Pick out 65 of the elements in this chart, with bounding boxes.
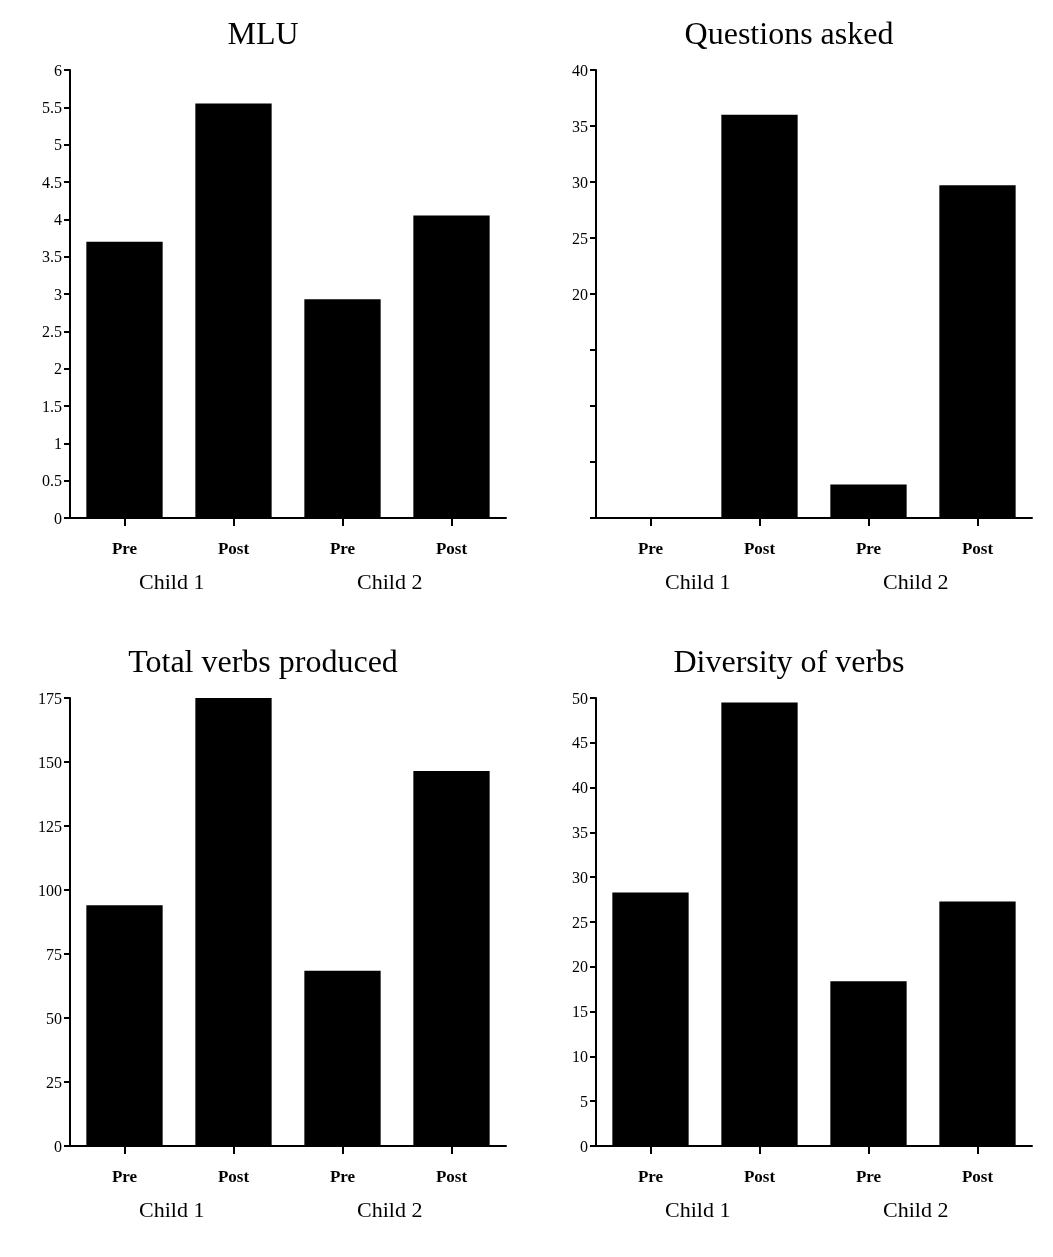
x-tick-label: Pre: [855, 1167, 882, 1186]
text: Child 2: [883, 1196, 949, 1222]
y-tick-label: 35: [572, 117, 588, 135]
y-tick-label: 50: [572, 689, 588, 707]
text: Child 1: [139, 568, 205, 594]
y-tick-label: 4.5: [42, 173, 62, 191]
y-tick-label: 30: [572, 868, 588, 886]
y-tick-label: 3.5: [42, 248, 62, 266]
y-tick-label: 5: [54, 136, 62, 154]
x-tick-label: Pre: [329, 539, 356, 558]
y-tick-label: 30: [572, 173, 588, 191]
y-tick-label: 4: [54, 210, 62, 228]
y-tick-label: 75: [46, 945, 62, 963]
x-tick-label: Pre: [855, 539, 882, 558]
y-tick-label: 5: [580, 1092, 588, 1110]
y-tick-label: 125: [38, 817, 62, 835]
y-tick-label: 1.5: [42, 397, 62, 415]
y-tick-label: 100: [38, 881, 62, 899]
y-tick-label: 5.5: [42, 98, 62, 116]
y-tick-label: 25: [46, 1073, 62, 1091]
chart-title: MLU: [227, 15, 299, 51]
y-tick-label: 15: [572, 1003, 588, 1021]
y-tick-label: 20: [572, 958, 588, 976]
y-tick-label: 50: [46, 1009, 62, 1027]
x-tick-label: Post: [435, 539, 468, 558]
y-tick-label: 1: [54, 434, 62, 452]
x-tick-label: Pre: [637, 539, 664, 558]
text: Child 1: [139, 1196, 205, 1222]
text: Child 1: [665, 1196, 731, 1222]
y-tick-label: 0.5: [42, 472, 62, 490]
y-tick-label: 175: [38, 689, 62, 707]
y-tick-label: 35: [572, 823, 588, 841]
y-tick-label: 25: [572, 913, 588, 931]
x-tick-label: Post: [217, 1167, 250, 1186]
y-tick-label: 10: [572, 1047, 588, 1065]
text: Child 1: [665, 568, 731, 594]
chart-title: Diversity of verbs: [673, 643, 905, 679]
y-tick-label: 40: [572, 779, 588, 797]
y-tick-label: 0: [54, 509, 62, 527]
y-tick-label: 3: [54, 285, 62, 303]
text: Child 2: [883, 568, 949, 594]
y-tick-label: 2: [54, 360, 62, 378]
x-tick-label: Post: [217, 539, 250, 558]
y-tick-label: 45: [572, 734, 588, 752]
x-tick-label: Post: [435, 1167, 468, 1186]
text: Child 2: [357, 568, 423, 594]
chart-title: Total verbs produced: [128, 643, 398, 679]
y-tick-label: 150: [38, 753, 62, 771]
y-tick-label: 6: [54, 61, 62, 79]
y-tick-label: 0: [54, 1137, 62, 1155]
x-tick-label: Post: [961, 539, 994, 558]
chart-title: Questions asked: [684, 15, 894, 51]
x-tick-label: Post: [743, 539, 776, 558]
y-tick-label: 40: [572, 61, 588, 79]
y-tick-label: 0: [580, 1137, 588, 1155]
x-tick-label: Post: [961, 1167, 994, 1186]
y-tick-label: 20: [572, 285, 588, 303]
x-tick-label: Pre: [329, 1167, 356, 1186]
x-tick-label: Post: [743, 1167, 776, 1186]
x-tick-label: Pre: [637, 1167, 664, 1186]
x-tick-label: Pre: [111, 539, 138, 558]
x-tick-label: Pre: [111, 1167, 138, 1186]
text: Child 2: [357, 1196, 423, 1222]
y-tick-label: 2.5: [42, 322, 62, 340]
y-tick-label: 25: [572, 229, 588, 247]
